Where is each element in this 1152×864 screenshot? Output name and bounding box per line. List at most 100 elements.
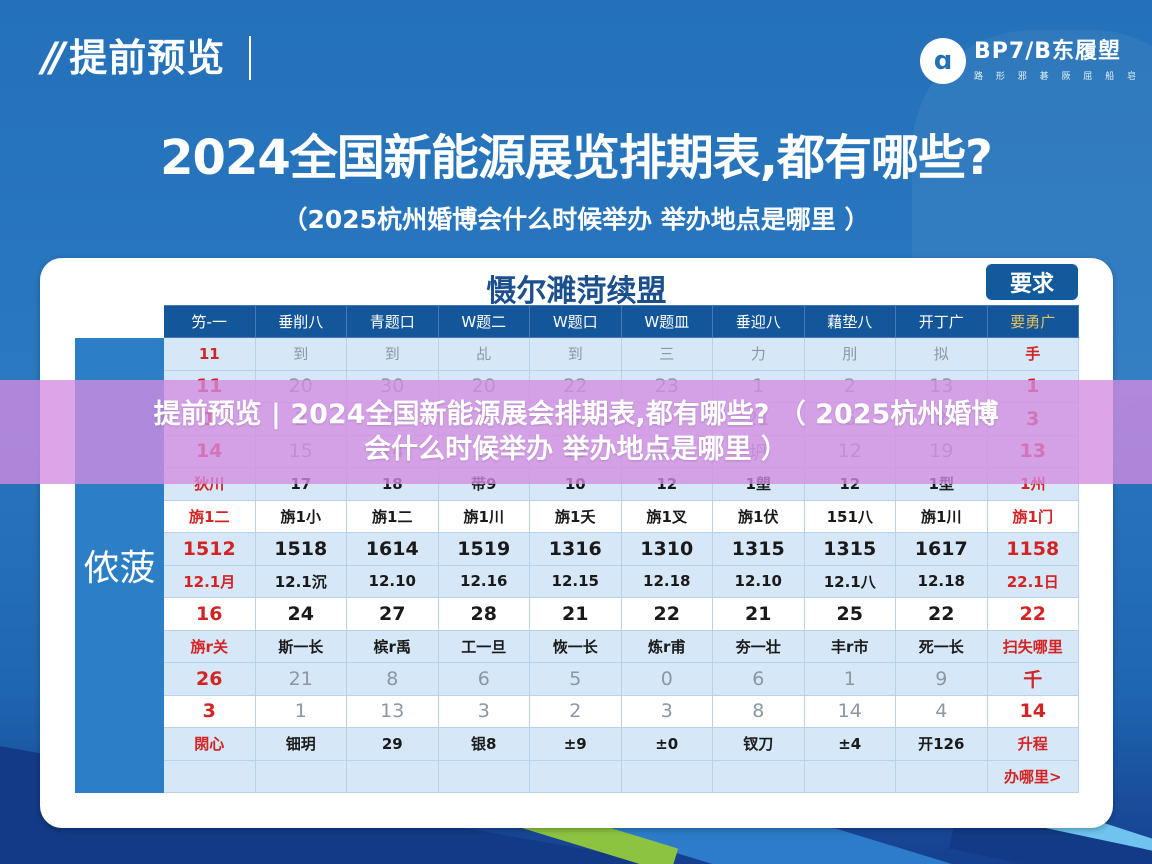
slash-logo-icon: // [42, 35, 65, 81]
table-cell: 12.1沉 [254, 564, 347, 598]
table-cell: 炼r甫 [620, 629, 713, 663]
schedule-table: 竻-一 垂削八 青题口 W题二 W题口 W题皿 垂迎八 藉垫八 开丁广 要勇广 … [75, 305, 1079, 793]
table-cell: 2 [529, 694, 622, 728]
table-cell: 旃1夭 [529, 499, 622, 533]
header-cell: 藉垫八 [803, 305, 896, 338]
table-cell: 12.18 [895, 564, 988, 598]
table-cell: 1158 [986, 532, 1079, 566]
table-cell: 12.16 [437, 564, 530, 598]
table-cell [712, 759, 805, 793]
table-row: 办哪里> [76, 759, 1079, 793]
table-cell: 斯一长 [254, 629, 347, 663]
requirements-button[interactable]: 要求 [986, 264, 1078, 300]
table-cell: ±0 [620, 727, 713, 761]
header-cell: 垂迎八 [712, 305, 805, 338]
header-cell-blank [75, 305, 164, 338]
table-cell: 9 [895, 662, 988, 696]
table-cell: 到 [529, 337, 622, 371]
brand-title: 提前预览 [69, 36, 226, 80]
table-cell: 14 [803, 694, 896, 728]
partner-name: BP7/B东履塱 [974, 39, 1122, 65]
table-cell: 钗刀 [712, 727, 805, 761]
table-cell [254, 759, 347, 793]
table-cell: 1315 [803, 532, 896, 566]
table-cell: 升程 [986, 727, 1079, 761]
table-cell: 到 [346, 337, 439, 371]
table-row: 12.1月 12.1沉 12.10 12.16 12.15 12.18 12.10 12.1八… [76, 564, 1079, 598]
table-cell: 夯一壮 [712, 629, 805, 663]
table-cell: 1518 [254, 532, 347, 566]
table-cell: 151八 [803, 499, 896, 533]
header-cell-highlight: 要勇广 [986, 305, 1079, 338]
table-cell: ±9 [529, 727, 622, 761]
caption-line-1: 提前预览 | 2024全国新能源展会排期表,都有哪些? （ 2025杭州婚博 [153, 398, 999, 430]
table-cell: 1310 [620, 532, 713, 566]
table-cell: 16 [163, 597, 256, 631]
table-cell: 死一长 [895, 629, 988, 663]
table-cell: 旃1叉 [620, 499, 713, 533]
table-cell: 恢一长 [529, 629, 622, 663]
table-cell: 旃1门 [986, 499, 1079, 533]
table-cell: 3 [163, 694, 256, 728]
table-cell: 拟 [895, 337, 988, 371]
table-cell: 12.10 [712, 564, 805, 598]
table-cell: 21 [712, 597, 805, 631]
table-cell: 24 [254, 597, 347, 631]
table-cell: 6 [437, 662, 530, 696]
table-cell: 12.1月 [163, 564, 256, 598]
table-row: 16 24 27 28 21 22 21 25 22 22 [76, 597, 1079, 631]
table-cell [437, 759, 530, 793]
page-subtitle: （2025杭州婚博会什么时候举办 举办地点是哪里 ） [282, 205, 870, 234]
table-cell: 6 [712, 662, 805, 696]
table-cell [620, 759, 713, 793]
table-cell: 1519 [437, 532, 530, 566]
page-title: 2024全国新能源展览排期表,都有哪些? [160, 130, 993, 186]
table-cell: 25 [803, 597, 896, 631]
table-cell: ±4 [803, 727, 896, 761]
table-cell: 旃1二 [163, 499, 256, 533]
table-cell: 22 [620, 597, 713, 631]
table-row: 旃r关 斯一长 槟r禹 工一旦 恢一长 炼r甫 夯一壮 丰r市 死一长 扫失哪里 [76, 629, 1079, 663]
table-cell: 旃1小 [254, 499, 347, 533]
table-cell: 手 [986, 337, 1079, 371]
table-cell: 22.1日 [986, 564, 1079, 598]
table-row: 侬菠 11 到到乩到三力刖拟手 [75, 337, 1079, 793]
table-cell: 旃1川 [437, 499, 530, 533]
table-cell: 21 [529, 597, 622, 631]
table-cell: 12.1八 [803, 564, 896, 598]
table-row: 1512 1518 1614 1519 1316 1310 1315 1315 1617 1158 [76, 532, 1079, 566]
table-cell: 扫失哪里 [986, 629, 1079, 663]
brand-header: // 提前预览 [42, 35, 252, 81]
table-row: 閖心 钿玥 29 银8 ±9 ±0 钗刀 ±4 开126 升程 [76, 727, 1079, 761]
divider [249, 36, 252, 80]
partner-tagline: 路 形 邪 碁 厥 屈 船 皂 [974, 71, 1142, 82]
header-cell: 垂削八 [254, 305, 347, 338]
header-cell: 开丁广 [895, 305, 988, 338]
table-cell: 1512 [163, 532, 256, 566]
table-cell [895, 759, 988, 793]
table-cell: 22 [986, 597, 1079, 631]
schedule-card: 慑尔濉菏续盟 要求 竻-一 垂削八 青题口 W题二 W题口 W题皿 垂迎八 藉垫… [40, 258, 1113, 828]
table-cell: 丰r市 [803, 629, 896, 663]
table-cell: 12.18 [620, 564, 713, 598]
card-title: 慑尔濉菏续盟 [486, 274, 667, 309]
table-cell: 26 [163, 662, 256, 696]
header-cell: W题皿 [620, 305, 713, 338]
table-cell: 钿玥 [254, 727, 347, 761]
caption-line-2: 会什么时候举办 举办地点是哪里 ） [364, 434, 788, 465]
table-cell: 1 [803, 662, 896, 696]
partner-logo: ɑ BP7/B东履塱 路 形 邪 碁 厥 屈 船 皂 [920, 38, 1141, 84]
table-cell: 1316 [529, 532, 622, 566]
table-cell: 旃1二 [346, 499, 439, 533]
table-cell [163, 759, 256, 793]
table-cell: 1315 [712, 532, 805, 566]
table-cell: 8 [346, 662, 439, 696]
table-cell: 到 [254, 337, 347, 371]
table-cell: 4 [895, 694, 988, 728]
table-cell: 3 [437, 694, 530, 728]
table-cell: 8 [712, 694, 805, 728]
table-cell [529, 759, 622, 793]
table-cell [803, 759, 896, 793]
circle-logo-icon: ɑ [920, 38, 966, 84]
header-cell: W题口 [529, 305, 622, 338]
